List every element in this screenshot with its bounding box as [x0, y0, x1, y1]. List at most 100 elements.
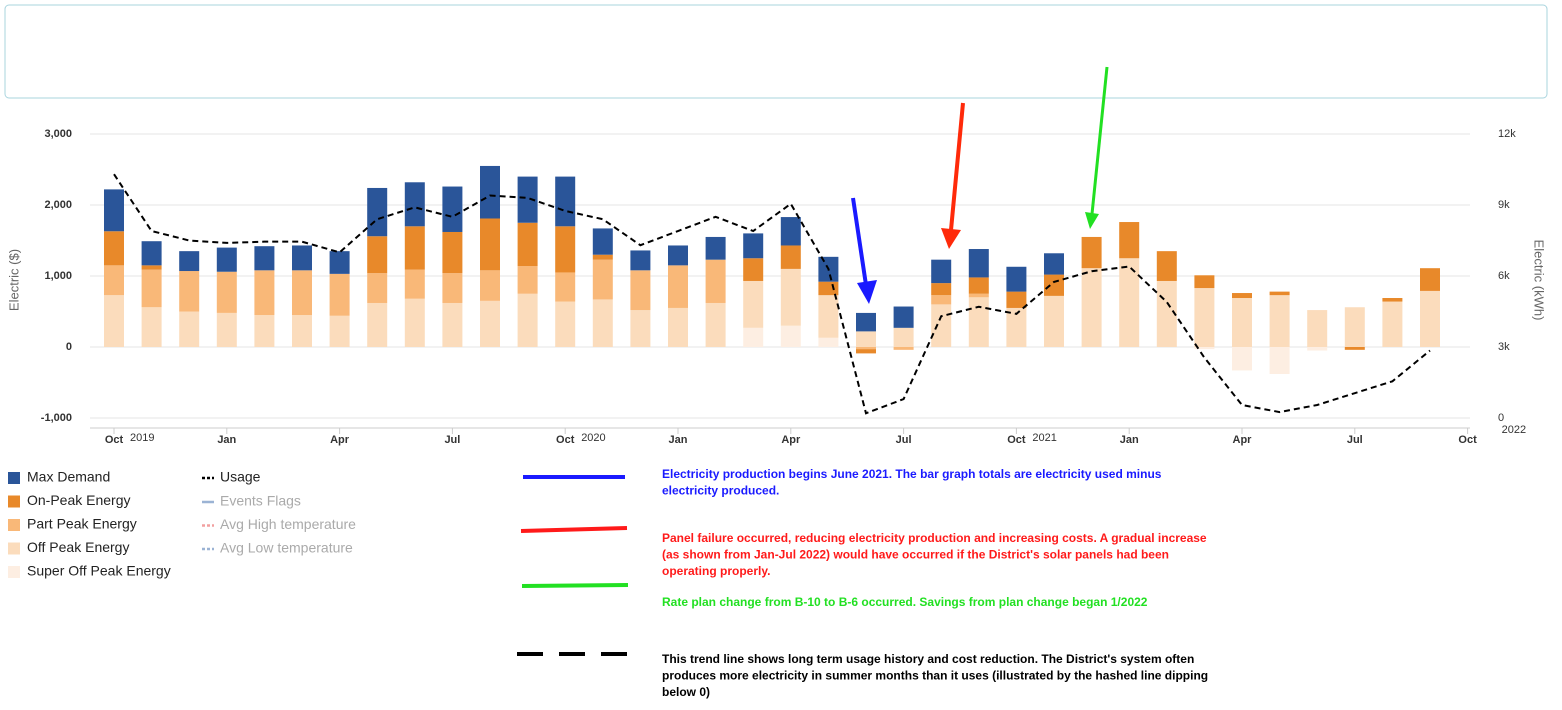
bar-segment: [141, 307, 162, 347]
bar-segment: [1194, 288, 1215, 347]
bar-segment: [780, 268, 801, 326]
bar-segment: [1006, 307, 1027, 347]
bar-segment: [968, 277, 989, 294]
bar-segment: [292, 270, 312, 316]
bar-segment: [592, 254, 613, 260]
bar-segment: [480, 300, 500, 347]
bar-segment: [1344, 347, 1365, 350]
bar-segment: [1269, 295, 1290, 347]
bar-segment: [555, 301, 576, 347]
bar-segment: [1269, 347, 1290, 374]
bar-segment: [1420, 290, 1440, 347]
arrow-red: [949, 102, 965, 231]
bar-segment: [743, 280, 764, 328]
legend-label: Part Peak Energy: [27, 516, 137, 532]
bar-segment: [818, 337, 839, 347]
bar-segment: [179, 251, 200, 272]
bar-segment: [743, 233, 764, 259]
bar-segment: [480, 165, 500, 219]
bar-segment: [1119, 258, 1140, 347]
annotation-text: electricity produced.: [662, 484, 779, 498]
bar-segment: [1081, 236, 1102, 269]
bar-segment: [517, 176, 538, 223]
bar-segment: [705, 236, 726, 260]
x-tick-label: Jul: [1347, 434, 1363, 446]
bar-segment: [442, 186, 463, 232]
legend-label: Off Peak Energy: [27, 539, 129, 555]
bar-segment: [517, 222, 538, 267]
bar-segment: [216, 312, 237, 347]
bar-segment: [329, 273, 350, 316]
bar-segment: [104, 295, 124, 347]
bar-segment: [893, 306, 914, 328]
usage-line: [113, 173, 1431, 415]
legend-label-inactive: Avg High temperature: [220, 516, 356, 532]
bar-segment: [1006, 291, 1027, 308]
bar-segment: [743, 327, 764, 347]
x-tick-label: Apr: [330, 434, 350, 446]
bar-segment: [1194, 275, 1215, 289]
annotation-text: Panel failure occurred, reducing electri…: [662, 531, 1207, 545]
bar-segment: [856, 349, 876, 354]
bar-segment: [1307, 310, 1328, 347]
bar-segment: [592, 299, 613, 347]
y-tick-label: -1,000: [41, 412, 72, 424]
x-tick-label: Jan: [1120, 434, 1139, 446]
x-year-label: 2022: [1502, 424, 1526, 436]
bar-segment: [480, 218, 500, 271]
y-tick-label: 1,000: [44, 270, 72, 282]
x-tick-label: Oct: [556, 434, 575, 446]
x-year-label: 2020: [581, 432, 605, 444]
bar-segment: [367, 273, 388, 303]
y-axis-title: Electric ($): [6, 249, 21, 311]
bar-segment: [1269, 291, 1290, 296]
bar-segment: [404, 269, 425, 299]
x-tick-label: Jan: [217, 434, 236, 446]
bar-segment: [856, 331, 876, 347]
bar-segment: [480, 270, 500, 301]
bar-segment: [1119, 222, 1140, 259]
legend-swatch: [8, 519, 20, 531]
bar-segment: [1344, 307, 1365, 347]
arrow-head: [857, 280, 877, 304]
x-tick-label: Apr: [1233, 434, 1253, 446]
legend-label: Max Demand: [27, 469, 110, 485]
bar-segment: [968, 249, 989, 278]
bar-segment: [743, 258, 764, 281]
annotation-text: This trend line shows long term usage hi…: [662, 652, 1194, 666]
bar-segment: [442, 302, 463, 347]
annotation-text: (as shown from Jan-Jul 2022) would have …: [662, 548, 1169, 562]
bar-segment: [856, 347, 876, 350]
bar-segment: [630, 270, 651, 311]
bar-segment: [292, 315, 312, 347]
x-tick-label: Apr: [781, 434, 801, 446]
arrows: [851, 66, 1109, 304]
x-year-label: 2019: [130, 432, 154, 444]
annotation-text: Electricity production begins June 2021.…: [662, 467, 1162, 481]
bar-segment: [1081, 268, 1102, 347]
bar-segment: [592, 259, 613, 300]
bar-segment: [254, 315, 275, 347]
bar-segment: [931, 283, 952, 296]
bar-segment: [818, 295, 839, 338]
annotation-text: operating properly.: [662, 564, 770, 578]
legend-label-inactive: Avg Low temperature: [220, 540, 353, 556]
bar-segment: [668, 245, 688, 266]
y2-tick-label: 12k: [1498, 128, 1516, 140]
y2-axis-title: Electric (kWh): [1532, 240, 1547, 321]
bar-segment: [254, 270, 275, 316]
x-tick-label: Oct: [105, 434, 124, 446]
x-tick-label: Oct: [1458, 434, 1477, 446]
y-tick-label: 2,000: [44, 199, 72, 211]
arrow-green: [1090, 66, 1109, 215]
bar-segment: [630, 310, 651, 347]
bar-segment: [893, 327, 914, 347]
bar-segment: [931, 295, 952, 305]
bar-segment: [818, 281, 839, 296]
y2-tick-label: 9k: [1498, 199, 1510, 211]
bar-segment: [179, 271, 200, 312]
bar-segment: [1044, 274, 1064, 296]
bar-segment: [367, 236, 388, 274]
bar-segment: [1194, 347, 1215, 350]
